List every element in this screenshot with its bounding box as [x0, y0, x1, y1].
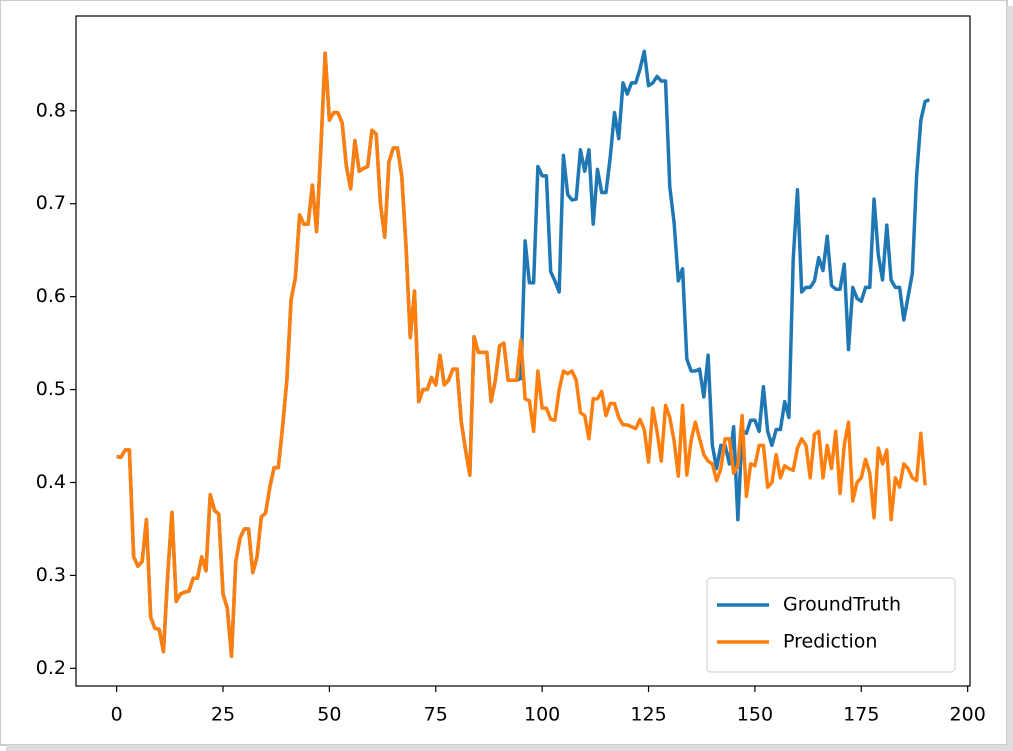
legend-label: Prediction — [783, 631, 877, 653]
y-tick-label: 0.4 — [36, 471, 66, 493]
x-tick-label: 75 — [424, 704, 448, 726]
x-tick-label: 150 — [737, 704, 773, 726]
y-tick-label: 0.6 — [36, 285, 66, 307]
legend-box — [706, 577, 956, 673]
y-tick-label: 0.2 — [36, 657, 66, 679]
x-tick-label: 100 — [524, 704, 560, 726]
figure-shadow — [1007, 6, 1013, 751]
legend-label: GroundTruth — [783, 594, 901, 616]
y-tick-label: 0.5 — [36, 378, 66, 400]
x-tick-label: 125 — [630, 704, 666, 726]
x-tick-label: 175 — [843, 704, 879, 726]
y-tick-label: 0.3 — [36, 564, 66, 586]
x-tick-label: 0 — [111, 704, 123, 726]
axes-frame — [75, 15, 971, 687]
y-tick-label: 0.7 — [36, 192, 66, 214]
plot-area — [116, 49, 931, 659]
data-line — [116, 51, 927, 659]
figure-shadow — [6, 745, 1013, 751]
y-tick-label: 0.8 — [36, 99, 66, 121]
x-tick-label: 25 — [211, 704, 235, 726]
x-tick-label: 50 — [317, 704, 341, 726]
x-tick-label: 200 — [950, 704, 986, 726]
